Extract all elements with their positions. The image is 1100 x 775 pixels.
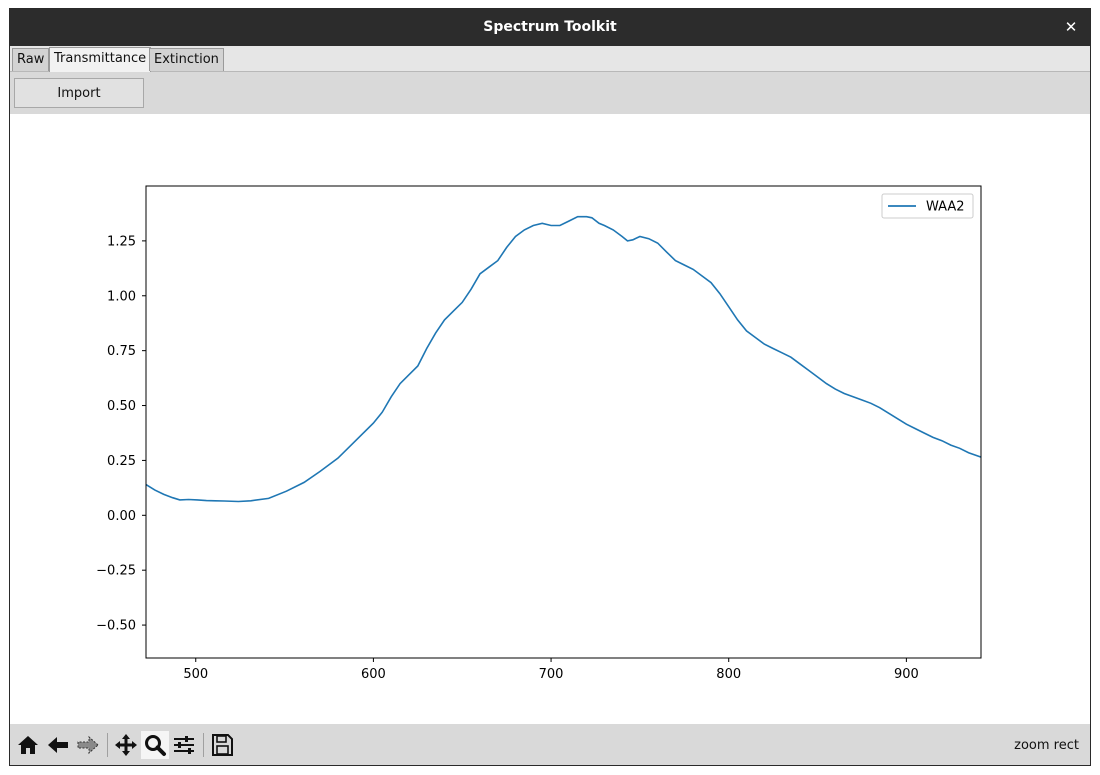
x-tick-label: 600: [361, 667, 386, 682]
x-tick-label: 500: [183, 667, 208, 682]
tab-raw[interactable]: Raw: [12, 48, 50, 71]
home-icon[interactable]: [14, 731, 42, 759]
y-tick-label: −0.25: [96, 564, 136, 579]
back-arrow-icon[interactable]: [44, 731, 72, 759]
legend-box: [881, 193, 974, 219]
import-button[interactable]: Import: [14, 78, 144, 108]
navigation-toolbar: zoom rect: [10, 724, 1090, 765]
tab-extinction[interactable]: Extinction: [149, 48, 224, 71]
y-tick-label: 0.75: [107, 344, 136, 359]
top-toolbar: Import: [10, 72, 1090, 114]
tab-transmittance[interactable]: Transmittance: [49, 47, 152, 72]
tab-bar: Raw Transmittance Extinction: [10, 46, 1090, 72]
transmittance-chart: 500 600 700 800 900 −0.50 −0.25 0.00 0.25 0.50 0.7…: [96, 185, 982, 682]
y-tick-label: 1.25: [107, 234, 136, 249]
forward-arrow-icon[interactable]: [74, 731, 102, 759]
x-tick-label: 900: [894, 667, 919, 682]
plot-canvas[interactable]: 500 600 700 800 900 −0.50 −0.25 0.00 0.25 0.50 0.7…: [10, 114, 1090, 724]
title-bar: Spectrum Toolkit ✕: [10, 9, 1090, 46]
configure-subplots-icon[interactable]: [170, 731, 198, 759]
y-tick-label: 0.00: [107, 509, 136, 524]
y-tick-label: 1.00: [107, 289, 136, 304]
app-window: Spectrum Toolkit ✕ Raw Transmittance Ext…: [9, 8, 1091, 766]
legend-label: WAA2: [926, 200, 965, 215]
x-tick-label: 800: [716, 667, 741, 682]
y-tick-label: 0.25: [107, 454, 136, 469]
zoom-icon[interactable]: [141, 731, 169, 759]
toolbar-separator: [203, 733, 204, 757]
series-line-waa2: [146, 215, 981, 503]
x-tick-label: 700: [539, 667, 564, 682]
window-title: Spectrum Toolkit: [483, 19, 617, 35]
y-tick-label: −0.50: [96, 619, 136, 634]
save-icon[interactable]: [208, 731, 236, 759]
pan-icon[interactable]: [112, 731, 140, 759]
y-tick-label: 0.50: [107, 399, 136, 414]
status-message: zoom rect: [1014, 738, 1079, 753]
axes-frame: [145, 185, 982, 659]
close-icon[interactable]: ✕: [1064, 18, 1078, 36]
toolbar-separator: [107, 733, 108, 757]
